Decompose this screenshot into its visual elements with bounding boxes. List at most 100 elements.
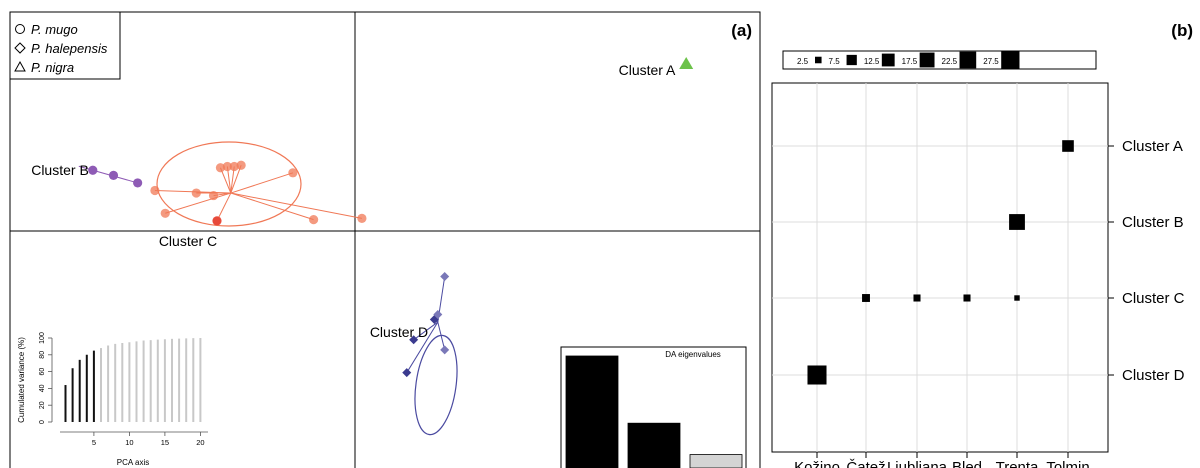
cluster-c-spoke [230,192,314,221]
cluster-c-spoke [230,172,294,194]
cluster-c-ellipse [156,141,302,227]
panel-b-point [1009,214,1025,230]
cluster-a-point [679,57,694,70]
pca-y-tick-label: 80 [39,351,46,359]
pca-y-tick-label: 40 [39,384,46,392]
legend-label-p-mugo: P. mugo [31,22,78,37]
panel-b-bubble: (b) 2.5 7.5 12.5 17.5 22.5 27.5 Cluster AClus… [771,21,1193,468]
cluster-c-point [160,208,170,218]
panel-b-x-tick-label: Tolmin [1046,459,1089,468]
size-legend-label: 2.5 [797,57,809,66]
panel-b-point [1014,295,1020,301]
panel-b-y-tick-label: Cluster A [1122,138,1183,155]
legend-label-p-halepensis: P. halepensis [31,41,108,56]
panel-b-y-ticks: Cluster A Cluster B Cluster C Cluster D [1108,138,1185,384]
cluster-d-spoke [413,321,439,341]
cluster-c-label: Cluster C [159,233,217,249]
da-inset: DA eigenvalues [560,346,747,468]
size-legend: 2.5 7.5 12.5 17.5 22.5 27.5 [797,50,1020,70]
pca-inset-ylabel: Cumulated variance (%) [17,337,26,423]
cluster-d-ellipse [414,334,458,436]
cluster-d-spoke [437,321,446,351]
panel-b-x-ticks: Kožino Čatež Ljubljana Bled Trenta Tolmin [794,452,1090,468]
cluster-c-point [288,168,298,178]
size-legend-label: 27.5 [983,57,999,66]
panel-b-x-tick-label: Trenta [996,459,1039,468]
cluster-c-point [229,161,239,172]
panel-b-y-tick-label: Cluster C [1122,290,1185,307]
cluster-c-point [309,215,319,225]
panel-b-point [1062,140,1074,152]
size-legend-square [881,53,895,67]
cluster-c-point [215,163,226,173]
panel-b-point [807,365,827,385]
cluster-d-point [440,272,450,282]
pca-x-tick-label: 20 [196,438,204,447]
cluster-b-point [133,178,143,188]
size-legend-label: 7.5 [829,57,841,66]
panel-b-x-tick-label: Ljubljana [887,459,948,468]
cluster-c-point [236,160,246,170]
pca-inset: 0 20 40 60 80 100 5 10 15 20 Cumulated variance … [12,318,220,468]
size-legend-label: 22.5 [942,57,958,66]
cluster-d-point [440,345,450,355]
size-legend-square [815,56,822,64]
da-bar [627,422,681,468]
cluster-d-point [402,368,412,378]
cluster-c-point [208,190,219,201]
cluster-c-spoke [230,192,362,219]
panel-b-points [807,140,1074,385]
panel-a-frame [9,11,761,468]
da-bars [565,355,743,468]
diamond-icon [14,42,26,54]
pca-bars [64,338,202,422]
pca-y-tick-label: 60 [39,368,46,376]
panel-b-point [913,294,921,302]
pca-y-tick-label: 100 [39,332,46,344]
cluster-b-label: Cluster B [31,162,89,178]
panel-b-point [963,294,971,302]
pca-x-ticks: 5 10 15 20 [92,432,205,447]
size-legend-square [959,51,977,69]
panel-a-scatter: (a) P. mugo P. halepensis P. nigra Clust… [9,11,761,468]
da-inset-title: DA eigenvalues [665,350,721,359]
size-legend-square [919,52,935,68]
cluster-c-point [357,213,367,223]
cluster-a-label: Cluster A [619,62,676,78]
cluster-c-point [150,185,160,196]
size-legend-square [846,54,857,66]
panel-b-grid [772,83,1108,452]
pca-y-tick-label: 0 [39,420,46,424]
cluster-c-spoke [165,192,231,214]
cluster-d-point [433,309,443,319]
pca-y-ticks: 0 20 40 60 80 100 [39,332,52,424]
size-legend-square [1001,50,1020,70]
panel-b-x-tick-label: Bled [952,459,982,468]
da-bar [565,355,619,468]
cluster-d-label: Cluster D [370,324,428,340]
pca-x-tick-label: 15 [161,438,169,447]
panel-b-y-tick-label: Cluster D [1122,367,1185,384]
cluster-c-point [222,161,232,172]
cluster-c-spoke [216,192,232,222]
cluster-d-point [409,335,419,345]
panel-b-x-tick-label: Čatež [846,459,885,468]
cluster-c-point [191,188,201,198]
pca-inset-xlabel: PCA axis [117,458,149,467]
legend-label-p-nigra: P. nigra [31,60,74,75]
pca-x-tick-label: 5 [92,438,96,447]
cluster-b-point [88,165,98,175]
cluster-d-spoke [406,321,439,373]
size-legend-label: 17.5 [902,57,918,66]
size-legend-label: 12.5 [864,57,880,66]
circle-icon [15,24,25,34]
species-legend-box [9,11,121,80]
scatter-points [88,57,694,378]
panel-b-point [862,294,870,302]
da-bar [689,454,743,468]
pca-y-tick-label: 20 [39,401,46,409]
panel-a-label: (a) [731,21,752,40]
triangle-icon [14,60,26,72]
cluster-c-point [212,216,222,226]
